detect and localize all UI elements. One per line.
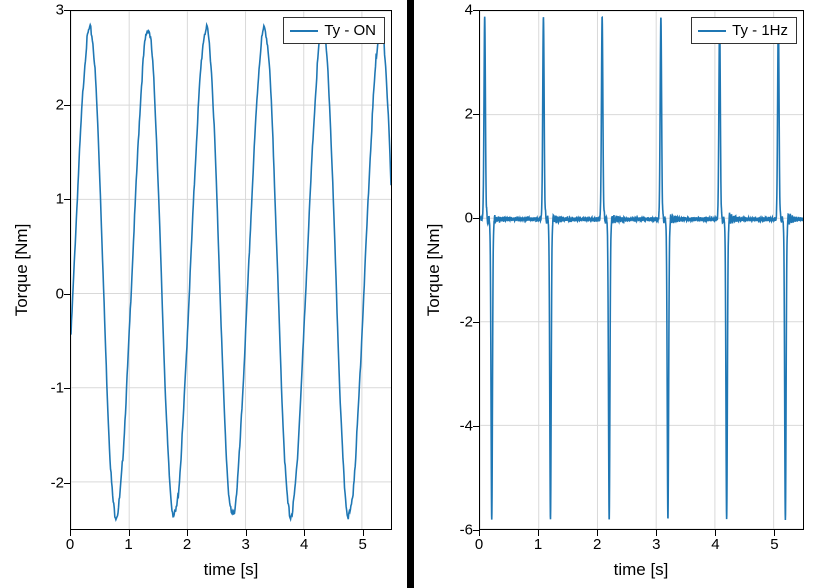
ytick: 2 xyxy=(461,106,473,123)
right-legend-swatch xyxy=(698,30,726,32)
left-legend-swatch xyxy=(290,30,318,32)
xtick: 1 xyxy=(534,536,542,553)
xtick: 2 xyxy=(183,536,191,553)
ytick: 0 xyxy=(52,285,64,302)
ytick: 0 xyxy=(461,210,473,227)
ytick: 3 xyxy=(52,2,64,19)
left-panel: Torque [Nm] time [s] Ty - ON 0 1 2 3 4 5 -2 -1 0… xyxy=(0,0,407,588)
xtick: 3 xyxy=(652,536,660,553)
xtick: 4 xyxy=(300,536,308,553)
ytick: 4 xyxy=(461,2,473,19)
xtick: 4 xyxy=(711,536,719,553)
ytick: 2 xyxy=(52,96,64,113)
right-xlabel: time [s] xyxy=(614,560,669,580)
right-series xyxy=(480,17,803,520)
left-series xyxy=(71,25,391,520)
left-xlabel: time [s] xyxy=(204,560,259,580)
left-ylabel: Torque [Nm] xyxy=(12,224,32,317)
xtick: 5 xyxy=(770,536,778,553)
right-panel: Torque [Nm] time [s] Ty - 1Hz 0 1 2 3 4 5 -6 -4… xyxy=(414,0,821,588)
ytick: -4 xyxy=(453,418,473,435)
right-legend: Ty - 1Hz xyxy=(691,17,797,44)
ytick: -2 xyxy=(453,314,473,331)
ytick: -1 xyxy=(44,380,64,397)
figure-root: Torque [Nm] time [s] Ty - ON 0 1 2 3 4 5 -2 -1 0… xyxy=(0,0,821,588)
ytick: -6 xyxy=(453,522,473,539)
xtick: 0 xyxy=(475,536,483,553)
right-grid xyxy=(480,11,803,529)
left-plot-area: Ty - ON xyxy=(70,10,392,530)
ytick: 1 xyxy=(52,191,64,208)
right-svg xyxy=(480,11,803,529)
xtick: 5 xyxy=(359,536,367,553)
left-svg xyxy=(71,11,391,529)
ytick: -2 xyxy=(44,474,64,491)
right-ylabel: Torque [Nm] xyxy=(424,224,444,317)
left-legend-label: Ty - ON xyxy=(324,22,376,39)
right-plot-area: Ty - 1Hz xyxy=(479,10,804,530)
left-legend: Ty - ON xyxy=(283,17,385,44)
xtick: 2 xyxy=(593,536,601,553)
xtick: 0 xyxy=(66,536,74,553)
right-legend-label: Ty - 1Hz xyxy=(732,22,788,39)
xtick: 1 xyxy=(124,536,132,553)
xtick: 3 xyxy=(241,536,249,553)
